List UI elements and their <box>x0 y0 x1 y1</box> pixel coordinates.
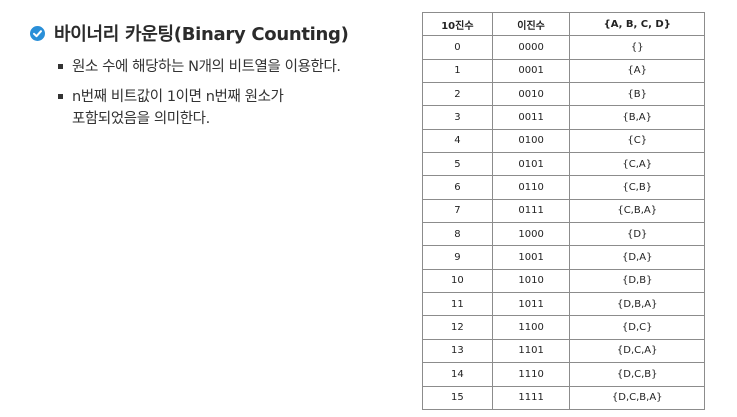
cell-subset: {} <box>569 35 705 60</box>
cell-decimal: 0 <box>422 35 493 60</box>
table-body: 0 0000{} 1 0001 {A} 2 0010 {B} 3 0011 {B,A} 4 0100 {C… <box>422 35 705 410</box>
square-bullet-icon <box>58 94 63 99</box>
table-row: 10 1010 {D,B} <box>422 268 705 294</box>
cell-subset: {C} <box>569 128 705 154</box>
cell-subset: {B,A} <box>569 105 705 130</box>
binary-counting-table: 10진수 이진수 {A, B, C, D} 0 0000{} 1 0001 {A} 2 00… <box>422 11 705 410</box>
check-circle-icon <box>30 25 45 41</box>
table-row: 9 1001 {D,A} <box>422 245 705 270</box>
table-row: 12 1100 {D,C} <box>422 315 705 340</box>
cell-binary: 1010 <box>491 268 571 294</box>
table-row: 15 1111 {D,C,B,A} <box>422 385 705 410</box>
section-heading: 바이너리 카운팅(Binary Counting) <box>30 20 349 46</box>
table-row: 8 1000 {D} <box>422 222 705 247</box>
bullet-item: n번째 비트값이 1이면 n번째 원소가 포함되었음을 의미한다. <box>58 86 408 130</box>
table-row: 13 1101 {D,C,A} <box>422 338 705 364</box>
bullet-text: n번째 비트값이 1이면 n번째 원소가 <box>72 89 284 105</box>
cell-binary: 1100 <box>491 315 571 340</box>
cell-subset: {C,A} <box>569 152 705 177</box>
section-title: 바이너리 카운팅(Binary Counting) <box>54 24 349 45</box>
cell-subset: {A} <box>569 58 705 84</box>
table-row: 14 1110 {D,C,B} <box>422 362 705 387</box>
cell-subset: {D} <box>569 222 705 247</box>
cell-decimal: 6 <box>422 175 493 200</box>
cell-binary: 0101 <box>491 152 571 177</box>
cell-binary: 0001 <box>491 58 571 84</box>
cell-subset: {B} <box>569 82 705 107</box>
table-row: 2 0010 {B} <box>422 82 705 107</box>
cell-binary: 1001 <box>491 245 571 270</box>
bullet-item: 원소 수에 해당하는 N개의 비트열을 이용한다. <box>58 56 408 78</box>
cell-binary: 1000 <box>491 222 571 247</box>
cell-binary: 0000 <box>491 35 571 60</box>
table-row: 3 0011 {B,A} <box>422 105 705 130</box>
cell-decimal: 14 <box>422 362 493 387</box>
cell-subset: {D,C,A} <box>569 338 705 364</box>
cell-binary: 1101 <box>491 338 571 364</box>
column-header-decimal: 10진수 <box>422 11 493 37</box>
table-row: 0 0000{} <box>422 35 705 60</box>
cell-decimal: 7 <box>422 198 493 224</box>
cell-decimal: 9 <box>422 245 493 270</box>
table-row: 1 0001 {A} <box>422 58 705 84</box>
square-bullet-icon <box>58 64 63 69</box>
cell-subset: {D,B,A} <box>569 292 705 317</box>
cell-decimal: 8 <box>422 222 493 247</box>
bullet-text: 포함되었음을 의미한다. <box>72 111 210 127</box>
cell-binary: 0011 <box>491 105 571 130</box>
table-row: 4 0100 {C} <box>422 128 705 154</box>
cell-decimal: 15 <box>422 385 493 410</box>
bullet-list: 원소 수에 해당하는 N개의 비트열을 이용한다. n번째 비트값이 1이면 n… <box>58 56 408 138</box>
cell-decimal: 3 <box>422 105 493 130</box>
cell-decimal: 4 <box>422 128 493 154</box>
cell-decimal: 11 <box>422 292 493 317</box>
cell-subset: {D,C,B} <box>569 362 705 387</box>
table-row: 7 0111 {C,B,A} <box>422 198 705 224</box>
cell-subset: {D,A} <box>569 245 705 270</box>
table-header-row: 10진수 이진수 {A, B, C, D} <box>422 11 705 37</box>
cell-decimal: 13 <box>422 338 493 364</box>
cell-subset: {C,B,A} <box>569 198 705 224</box>
cell-binary: 0110 <box>491 175 571 200</box>
cell-decimal: 2 <box>422 82 493 107</box>
cell-decimal: 1 <box>422 58 493 84</box>
cell-subset: {C,B} <box>569 175 705 200</box>
cell-subset: {D,B} <box>569 268 705 294</box>
cell-binary: 1111 <box>491 385 571 410</box>
column-header-subset: {A, B, C, D} <box>569 11 705 37</box>
bullet-text: 원소 수에 해당하는 N개의 비트열을 이용한다. <box>72 59 341 75</box>
cell-decimal: 12 <box>422 315 493 340</box>
cell-binary: 1110 <box>491 362 571 387</box>
table-row: 11 1011 {D,B,A} <box>422 292 705 317</box>
cell-binary: 0010 <box>491 82 571 107</box>
cell-decimal: 5 <box>422 152 493 177</box>
table-row: 5 0101 {C,A} <box>422 152 705 177</box>
table-row: 6 0110 {C,B} <box>422 175 705 200</box>
cell-binary: 0100 <box>491 128 571 154</box>
column-header-binary: 이진수 <box>491 11 571 37</box>
cell-binary: 0111 <box>491 198 571 224</box>
cell-decimal: 10 <box>422 268 493 294</box>
cell-binary: 1011 <box>491 292 571 317</box>
cell-subset: {D,C,B,A} <box>569 385 705 410</box>
cell-subset: {D,C} <box>569 315 705 340</box>
